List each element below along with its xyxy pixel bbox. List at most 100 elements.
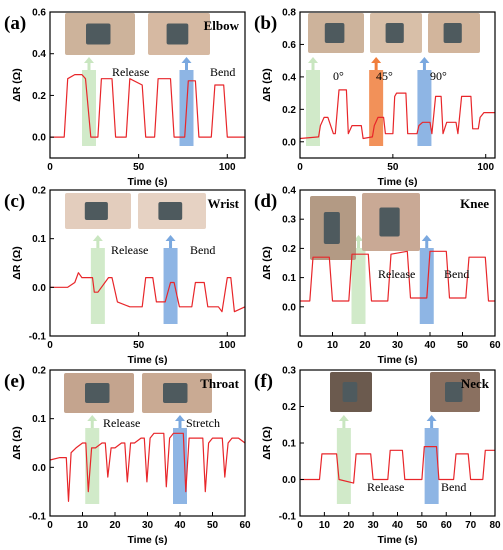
annotation-label: Release	[378, 267, 415, 281]
y-tick-label: 0.2	[282, 402, 296, 413]
sensor-patch	[85, 383, 110, 403]
x-tick-label: 30	[368, 520, 380, 531]
photo-inset	[64, 373, 134, 413]
y-tick-label: -0.1	[279, 512, 297, 523]
arrow-head	[421, 235, 432, 241]
x-tick-label: 0	[297, 162, 303, 173]
arrow-head	[92, 235, 103, 241]
data-series-line	[299, 89, 495, 140]
x-tick-label: 40	[392, 520, 404, 531]
x-tick-label: 30	[392, 340, 404, 351]
x-tick-label: 40	[174, 520, 186, 531]
y-tick-label: 0.3	[282, 215, 296, 226]
highlight-band	[336, 428, 351, 504]
sensor-patch	[443, 23, 462, 43]
x-axis-label: Time (s)	[377, 176, 417, 188]
panel-label: (d)	[254, 191, 277, 212]
y-tick-label: 0.2	[32, 366, 46, 377]
panel-label: (a)	[4, 13, 26, 34]
sensor-patch	[166, 23, 189, 45]
arrow-head	[426, 415, 437, 421]
x-tick-label: 100	[219, 162, 236, 173]
photo-inset	[308, 13, 364, 53]
x-tick-label: 50	[387, 162, 399, 173]
arrow-head	[338, 415, 349, 421]
highlight-band	[90, 248, 105, 324]
sensor-patch	[324, 23, 345, 43]
arrow-head	[175, 415, 185, 421]
axes-frame	[49, 189, 246, 337]
annotation-label: Bend	[210, 65, 235, 79]
y-tick-label: 0.0	[32, 133, 46, 144]
sensor-patch	[379, 207, 400, 237]
y-axis-label: ΔR (Ω)	[11, 426, 23, 459]
arrow-head	[87, 415, 98, 421]
panel-title: Wrist	[207, 196, 239, 211]
sensor-patch	[342, 382, 358, 402]
annotation-label: Stretch	[186, 416, 220, 430]
panel-title: Knee	[460, 196, 489, 211]
highlight-band	[369, 70, 384, 146]
x-tick-label: 0	[297, 340, 303, 351]
y-axis-label: ΔR (Ω)	[11, 68, 23, 101]
data-series-line	[50, 73, 245, 138]
chart-panel-4: 0 10 20 30 40 50 60 0.0 0.1 0.2 0.3 0.4 Time (s) ΔR (…	[254, 186, 501, 367]
x-axis-label: Time (s)	[127, 176, 167, 188]
x-axis-label: Time (s)	[127, 354, 167, 366]
highlight-band	[417, 70, 432, 146]
photo-inset	[65, 13, 135, 55]
photo-inset	[148, 13, 210, 55]
x-tick-label: 50	[133, 340, 145, 351]
y-tick-label: 0.4	[32, 49, 46, 60]
highlight-band	[424, 428, 439, 504]
annotation-label: 45°	[376, 69, 393, 83]
panel-label: (c)	[4, 191, 25, 212]
annotation-label: 0°	[333, 69, 344, 83]
photo-inset	[138, 193, 206, 229]
annotation-label: Release	[112, 65, 149, 79]
highlight-band	[306, 70, 320, 146]
panel-title: Elbow	[204, 18, 240, 33]
y-tick-label: 0.2	[32, 91, 46, 102]
y-axis-label: ΔR (Ω)	[261, 246, 273, 279]
photo-inset	[370, 13, 422, 53]
photo-inset	[428, 13, 480, 53]
x-tick-label: 60	[441, 520, 453, 531]
y-tick-label: 0.1	[32, 234, 46, 245]
x-tick-label: 10	[319, 520, 331, 531]
highlight-band	[351, 248, 366, 324]
y-tick-label: 0.4	[282, 72, 296, 83]
y-axis-label: ΔR (Ω)	[11, 246, 23, 279]
x-tick-label: 60	[239, 520, 251, 531]
photo-inset	[65, 193, 131, 229]
x-tick-label: 30	[142, 520, 154, 531]
sensor-patch	[158, 202, 183, 220]
y-tick-label: 0.2	[282, 105, 296, 116]
x-axis-label: Time (s)	[127, 534, 167, 546]
arrow-head	[308, 57, 318, 63]
panel-title: Neck	[461, 376, 490, 391]
annotation-label: Release	[111, 243, 148, 257]
x-tick-label: 0	[297, 520, 303, 531]
y-axis-label: ΔR (Ω)	[261, 426, 273, 459]
y-tick-label: 0.0	[32, 463, 46, 474]
panel-title: Throat	[200, 376, 239, 391]
highlight-band	[419, 248, 434, 324]
arrow-head	[84, 57, 94, 63]
y-tick-label: 0.2	[282, 244, 296, 255]
arrow-head	[181, 57, 192, 63]
arrow-head	[165, 235, 176, 241]
panel-label: (f)	[254, 371, 273, 392]
sensor-patch	[86, 23, 111, 45]
arrow-head	[419, 57, 430, 63]
axes-frame	[299, 11, 496, 159]
annotation-label: Bend	[444, 267, 469, 281]
sensor-patch	[84, 202, 108, 220]
y-tick-label: 0.0	[282, 475, 296, 486]
sensor-patch	[385, 23, 404, 43]
data-series-line	[300, 446, 495, 484]
y-tick-label: 0.6	[282, 40, 296, 51]
highlight-band	[82, 70, 96, 146]
x-tick-label: 60	[489, 340, 501, 351]
x-tick-label: 50	[133, 162, 145, 173]
